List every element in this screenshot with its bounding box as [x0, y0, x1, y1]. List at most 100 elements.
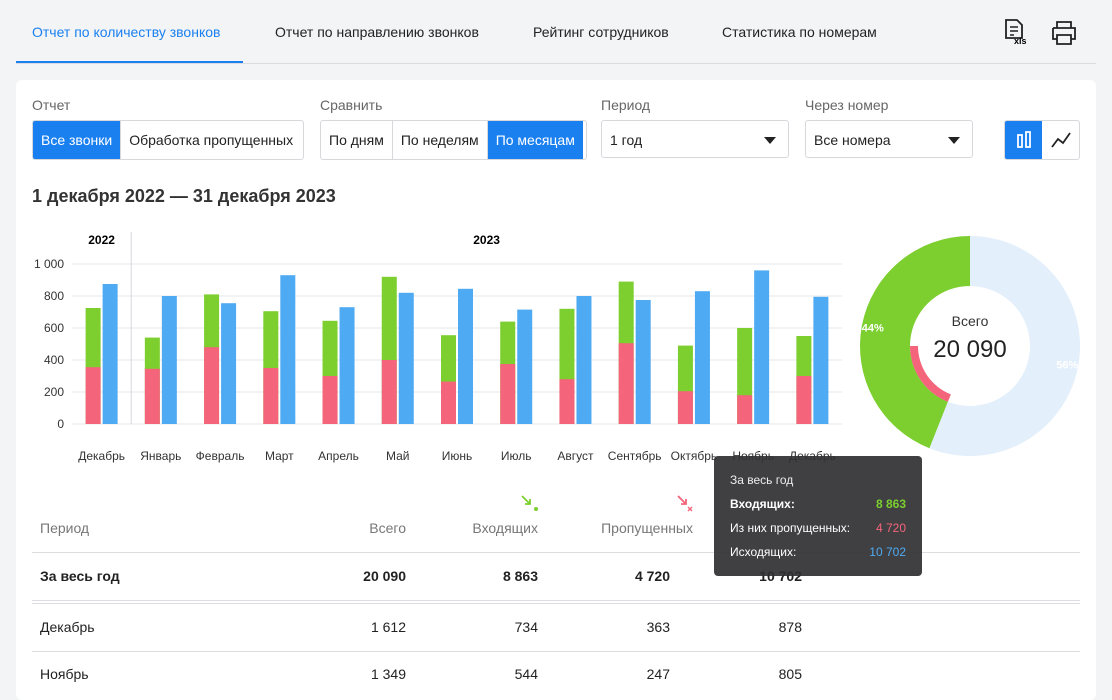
range-title: 1 декабря 2022 — 31 декабря 2023 [32, 186, 336, 206]
pie-value-label: 44% [862, 322, 884, 334]
tooltip-title: За весь год [730, 473, 794, 487]
bar [813, 296, 829, 424]
x-tick-label: Апрель [318, 449, 359, 463]
x-tick-label: Сентябрь [608, 449, 662, 463]
bar [754, 270, 770, 424]
tooltip-value: 8 863 [875, 497, 906, 511]
table-header: Всего [369, 520, 406, 536]
table-cell: Декабрь [40, 619, 95, 635]
toggle-button[interactable]: По дням [321, 121, 393, 159]
icon-shape [1017, 131, 1031, 148]
button-group: Все звонки Обработка пропущенных [32, 120, 304, 160]
table-cell: 805 [778, 666, 802, 682]
table-cell: 363 [646, 619, 670, 635]
bar [796, 376, 812, 424]
year-label: 2022 [88, 233, 115, 247]
pie-value-label: 56% [1056, 360, 1078, 372]
print-icon[interactable] [1050, 20, 1078, 46]
table-cell: 1 349 [370, 666, 406, 682]
toggle-button[interactable]: Обработка пропущенных [129, 132, 294, 148]
table-cell: За весь год [40, 568, 120, 584]
line-view-button[interactable] [1042, 121, 1079, 159]
table-rule [32, 552, 1080, 553]
bar [694, 291, 710, 424]
x-tick-label: Январь [140, 449, 181, 463]
filter-label: Через номер [805, 97, 889, 113]
x-tick-label: Февраль [196, 449, 245, 463]
tab-underline [16, 61, 243, 63]
y-tick-label: 800 [44, 289, 64, 303]
page: {"tabs": ["Отчет по количеству звонков",… [16, 18, 1096, 700]
table-header: Период [40, 520, 90, 536]
tooltip-label: Из них пропущенных: [730, 521, 851, 535]
tab[interactable]: Отчет по количеству звонков [32, 24, 221, 40]
bar [280, 275, 296, 424]
y-tick-label: 1 000 [34, 257, 64, 271]
table-rule [32, 651, 1080, 652]
tab[interactable]: Рейтинг сотрудников [533, 24, 669, 40]
toggle-button[interactable]: Все звонки [33, 121, 122, 159]
button-group: По дням По неделям По месяцам [320, 120, 587, 160]
table-header: Входящих [472, 520, 538, 536]
table-rule [32, 603, 1080, 604]
x-tick-label: Август [557, 449, 594, 463]
y-tick-label: 600 [44, 321, 64, 335]
x-tick-label: Март [265, 449, 294, 463]
filter-label: Отчет [32, 97, 71, 113]
x-tick-label: Декабрь [78, 449, 125, 463]
tooltip-label: Входящих: [730, 497, 795, 511]
bar [576, 296, 592, 424]
x-tick-label: Октябрь [671, 449, 718, 463]
table-cell: 544 [514, 666, 538, 682]
filter-label: Период [601, 97, 651, 113]
table-header: Пропущенных [601, 520, 693, 536]
bar [441, 381, 456, 424]
year-label: 2023 [473, 233, 500, 247]
bar [517, 309, 533, 424]
tab[interactable]: Статистика по номерам [722, 24, 877, 40]
x-tick-label: Июль [501, 449, 532, 463]
table-cell: 878 [778, 619, 802, 635]
toggle-button[interactable]: По месяцам [487, 121, 583, 159]
icon-shape [1005, 19, 1023, 39]
tooltip-label: Исходящих: [730, 545, 797, 559]
bar [102, 284, 118, 424]
bar [635, 300, 651, 424]
bar [458, 288, 473, 424]
bar [322, 376, 338, 424]
y-tick-label: 400 [44, 353, 64, 367]
bar [204, 347, 220, 424]
tooltip-value: 4 720 [875, 521, 906, 535]
table-cell: 4 720 [634, 568, 670, 584]
bar [618, 343, 634, 424]
incoming-icon [534, 507, 538, 511]
chart-type-toggle [1004, 120, 1080, 160]
select[interactable]: 1 год [601, 120, 789, 158]
table-cell: 247 [646, 666, 670, 682]
tab-divider [16, 63, 1096, 64]
toggle-button[interactable]: По неделям [393, 121, 488, 159]
bar [677, 391, 693, 424]
pie-center-value: 20 090 [933, 336, 1006, 363]
x-tick-label: Июнь [442, 449, 473, 463]
tooltip [714, 456, 922, 576]
table-cell: 734 [514, 619, 538, 635]
select[interactable]: Все номера [805, 120, 973, 158]
bar-view-button[interactable] [1005, 121, 1042, 159]
pie-slice [859, 235, 970, 449]
table-rule [32, 600, 1080, 601]
missed-arc [910, 346, 951, 402]
table-cell: 1 612 [370, 619, 406, 635]
bar [381, 360, 397, 424]
missed-icon [677, 495, 687, 505]
icon-shape [1052, 21, 1076, 45]
page-body: Отчет по количеству звонков Отчет по нап… [16, 18, 1096, 700]
export-xls-icon[interactable]: xls [1002, 18, 1032, 48]
icon-label: xls [1014, 36, 1027, 46]
table-cell: 20 090 [363, 568, 406, 584]
filter-label: Сравнить [320, 97, 383, 113]
tab[interactable]: Отчет по направлению звонков [275, 24, 479, 40]
tooltip-value: 10 702 [869, 545, 906, 559]
y-tick-label: 0 [57, 417, 64, 431]
x-tick-label: Май [386, 449, 410, 463]
